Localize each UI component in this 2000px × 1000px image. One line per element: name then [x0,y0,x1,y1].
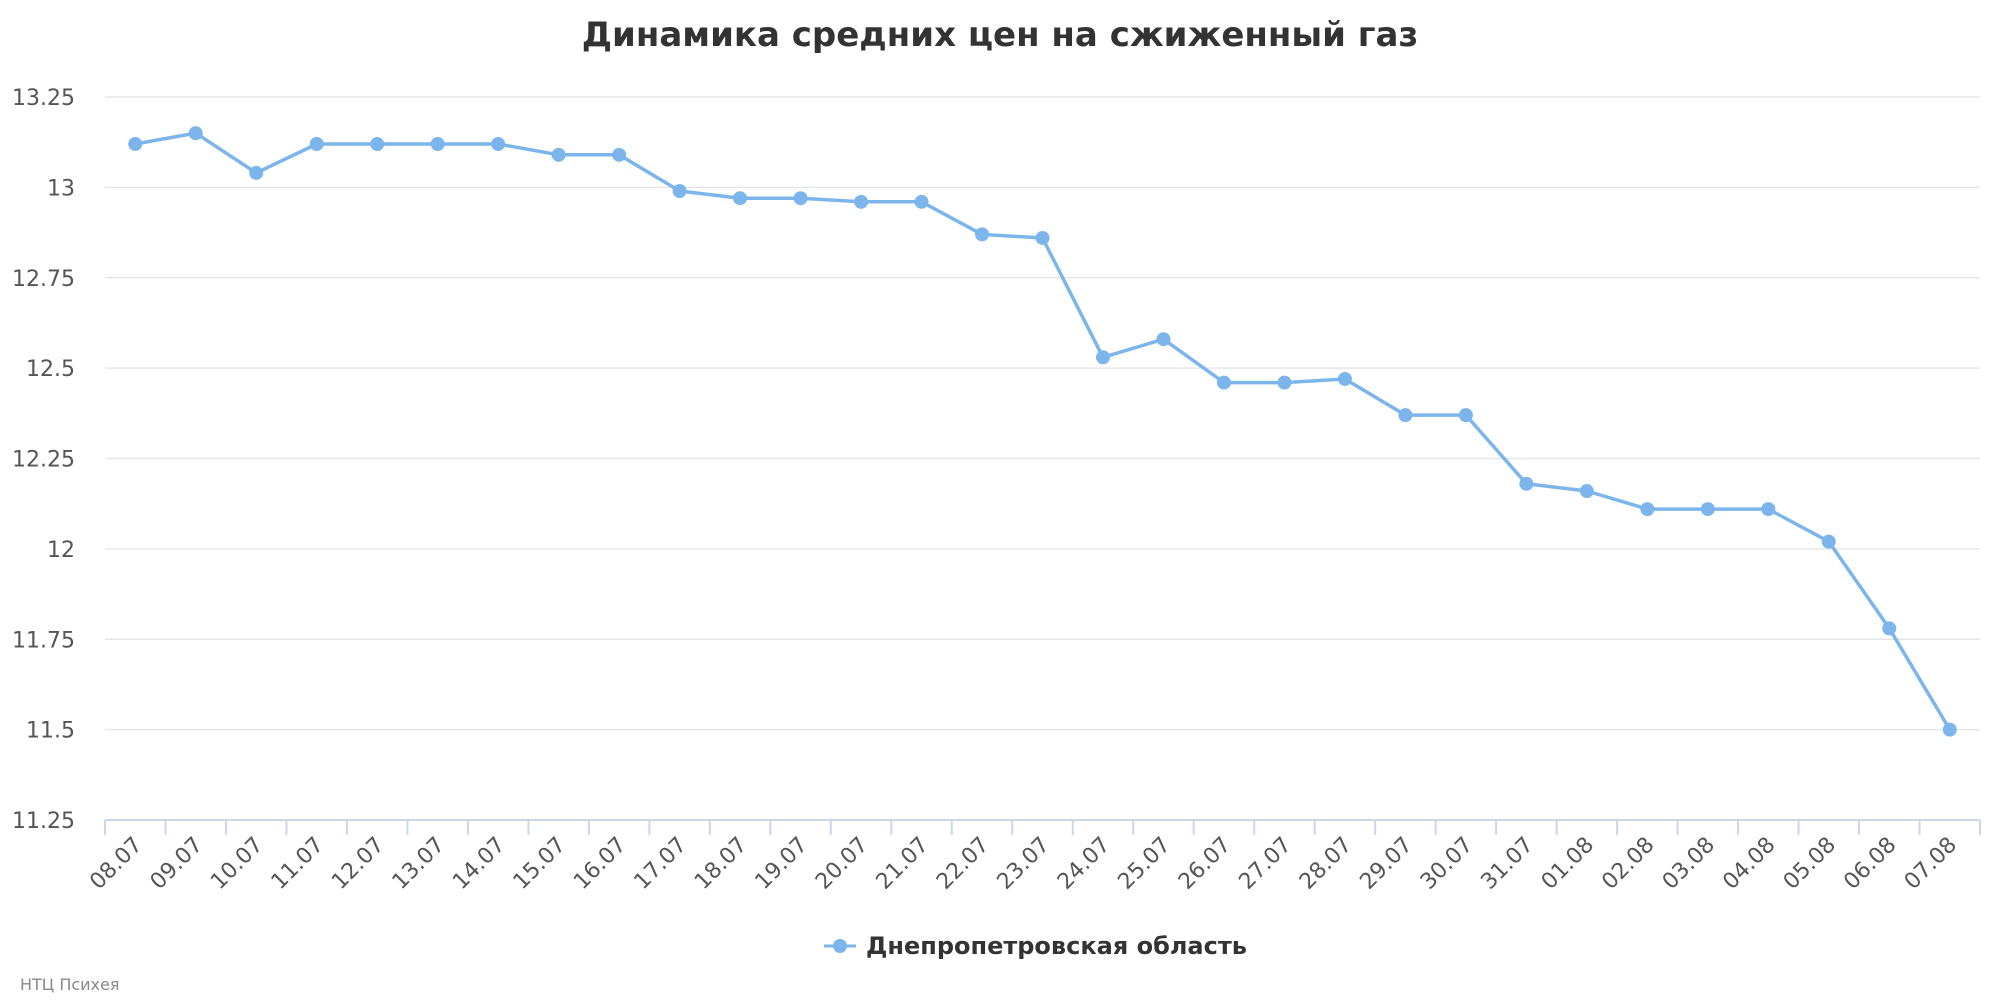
y-tick-label: 13.25 [12,86,75,111]
data-point [1821,534,1836,549]
x-tick-label: 08.07 [85,833,147,895]
x-tick-label: 06.08 [1839,833,1901,895]
data-point [1156,332,1171,347]
data-point [491,136,506,151]
x-tick-label: 29.07 [1355,833,1417,895]
x-tick-label: 15.07 [509,833,571,895]
y-tick-label: 13 [47,176,75,201]
data-point [1458,408,1473,423]
y-tick-label: 11.75 [12,628,75,653]
data-point [430,136,445,151]
y-tick-label: 12 [47,538,75,563]
x-tick-label: 25.07 [1113,833,1175,895]
credits: НТЦ Психея [20,975,119,994]
x-tick-label: 27.07 [1234,833,1296,895]
x-tick-label: 21.07 [872,833,934,895]
data-point [1277,375,1292,390]
x-tick-label: 17.07 [630,833,692,895]
data-point [309,136,324,151]
x-tick-label: 22.07 [932,833,994,895]
data-point [1579,484,1594,499]
x-axis [104,819,1981,835]
data-point [1035,230,1050,245]
x-tick-label: 11.07 [267,833,329,895]
data-point [1398,408,1413,423]
series [128,126,1957,737]
legend[interactable]: Днепропетровская область [824,932,1247,960]
x-tick-label: 28.07 [1295,833,1357,895]
x-tick-label: 24.07 [1053,833,1115,895]
data-point [1761,502,1776,517]
x-tick-label: 20.07 [811,833,873,895]
x-tick-label: 18.07 [690,833,752,895]
data-point [188,126,203,141]
legend-marker [833,939,847,953]
data-point [1700,502,1715,517]
y-axis-ticks: 13.25 13 12.75 12.5 12.25 12 11.75 11.5 11.25 [12,86,75,834]
data-point [793,191,808,206]
y-tick-label: 11.5 [26,719,75,744]
x-tick-label: 01.08 [1537,833,1599,895]
x-tick-label: 13.07 [388,833,450,895]
y-tick-label: 11.25 [12,809,75,834]
x-tick-label: 19.07 [751,833,813,895]
series-line [133,131,1952,732]
y-tick-label: 12.5 [26,357,75,382]
data-point [975,227,990,242]
y-tick-label: 12.75 [12,267,75,292]
data-point [249,165,264,180]
chart-title: Динамика средних цен на сжиженный газ [582,15,1419,55]
data-point [854,194,869,209]
data-point [1095,350,1110,365]
x-axis-ticks: 08.0709.0710.0711.0712.0713.0714.0715.07… [85,833,1962,895]
y-tick-label: 12.25 [12,448,75,473]
x-tick-label: 14.07 [448,833,510,895]
x-tick-label: 10.07 [206,833,268,895]
data-point [1519,476,1534,491]
x-tick-label: 30.07 [1416,833,1478,895]
data-point [128,136,143,151]
data-point [1216,375,1231,390]
data-point [733,191,748,206]
data-point [370,136,385,151]
data-point [612,147,627,162]
x-tick-label: 02.08 [1597,833,1659,895]
x-tick-label: 03.08 [1658,833,1720,895]
x-tick-label: 09.07 [146,833,208,895]
x-tick-label: 16.07 [569,833,631,895]
grid [105,96,1980,731]
x-tick-label: 31.07 [1476,833,1538,895]
data-point [1882,621,1897,636]
x-tick-label: 12.07 [327,833,389,895]
data-point [914,194,929,209]
legend-label: Днепропетровская область [866,932,1247,960]
x-tick-label: 05.08 [1779,833,1841,895]
data-point [551,147,566,162]
x-tick-label: 04.08 [1718,833,1780,895]
data-point [672,183,687,198]
x-tick-label: 23.07 [993,833,1055,895]
x-tick-label: 07.08 [1900,833,1962,895]
x-tick-label: 26.07 [1174,833,1236,895]
data-point [1337,371,1352,386]
data-point [1942,722,1957,737]
data-point [1640,502,1655,517]
